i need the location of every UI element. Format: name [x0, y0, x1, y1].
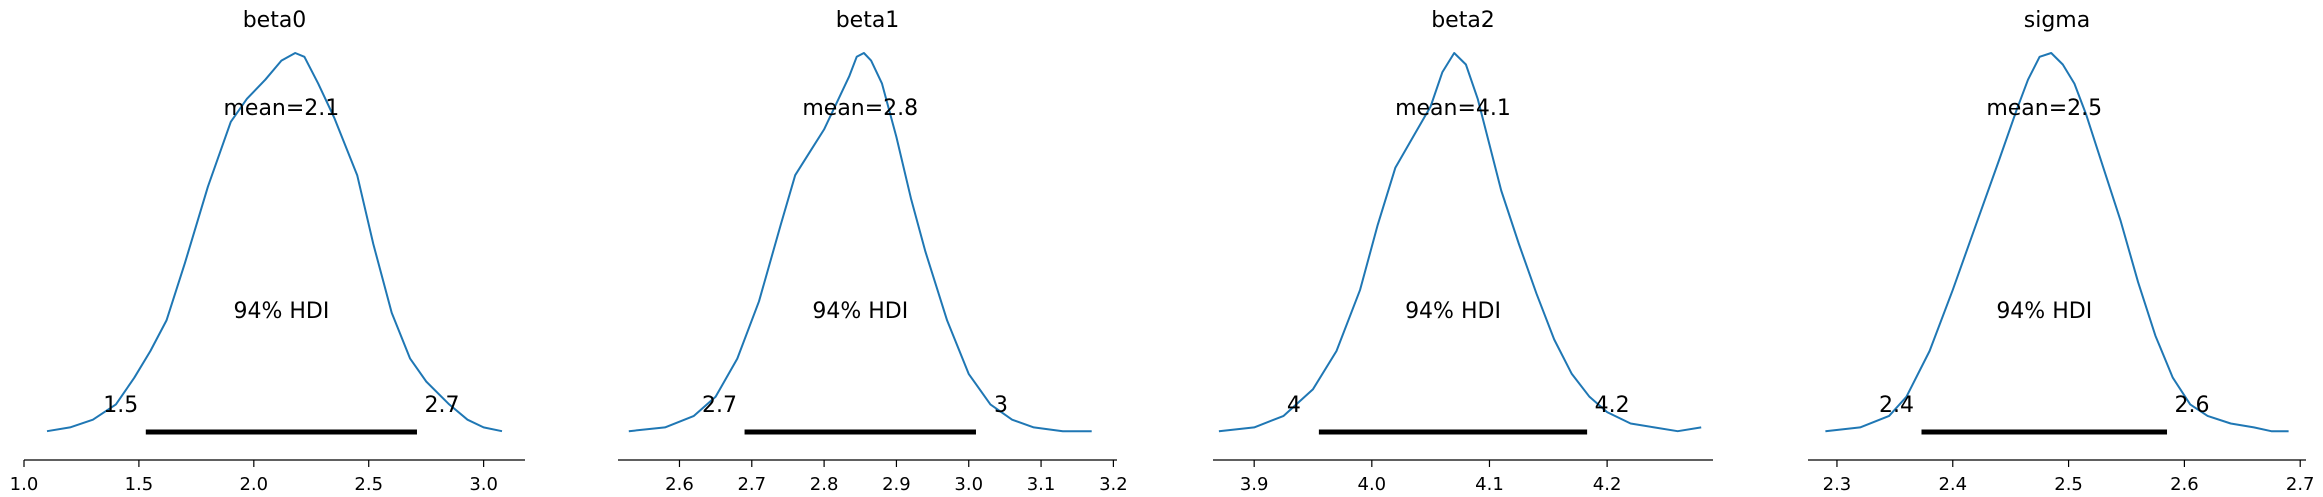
hdi-lower-label: 2.4 — [1879, 393, 1914, 418]
panel-sigma: sigma mean=2.5 94% HDI 2.4 2.6 2.3 2.4 2.5 2.6 2.… — [1808, 8, 2315, 495]
hdi-label: 94% HDI — [1996, 299, 2092, 324]
x-tick-label: 3.1 — [1027, 474, 1056, 495]
x-tick-label: 4.0 — [1358, 474, 1387, 495]
hdi-lower-label: 1.5 — [103, 393, 138, 418]
x-tick-label: 2.5 — [354, 474, 383, 495]
density-curve — [46, 52, 503, 433]
x-tick-label: 1.0 — [10, 474, 39, 495]
x-tick-label: 2.8 — [810, 474, 839, 495]
density-curve — [1218, 52, 1702, 433]
panel-beta1: beta1 mean=2.8 94% HDI 2.7 3 2.6 2.7 2.8 2.9 3.0 3… — [618, 8, 1128, 495]
x-tick-label: 2.9 — [882, 474, 911, 495]
hdi-label: 94% HDI — [233, 299, 329, 324]
panel-title: sigma — [2024, 8, 2090, 33]
mean-label: mean=2.5 — [1986, 96, 2102, 121]
density-curve — [628, 52, 1092, 433]
hdi-upper-label: 3 — [994, 393, 1008, 418]
density-curve — [1825, 52, 2289, 433]
panel-title: beta1 — [836, 8, 900, 33]
panel-beta0: beta0 mean=2.1 94% HDI 1.5 2.7 1.0 1.5 2.0 2.5 3.… — [10, 8, 525, 495]
mean-label: mean=2.1 — [223, 96, 339, 121]
x-tick-label: 2.3 — [1823, 474, 1852, 495]
hdi-label: 94% HDI — [1405, 299, 1501, 324]
hdi-upper-label: 4.2 — [1595, 393, 1630, 418]
hdi-upper-label: 2.6 — [2175, 393, 2210, 418]
hdi-lower-label: 4 — [1287, 393, 1301, 418]
panel-title: beta0 — [243, 8, 307, 33]
x-tick-label: 1.5 — [125, 474, 154, 495]
hdi-label: 94% HDI — [812, 299, 908, 324]
x-tick-label: 3.0 — [954, 474, 983, 495]
x-tick-label: 4.1 — [1475, 474, 1504, 495]
x-tick-label: 2.7 — [737, 474, 766, 495]
x-tick-label: 2.5 — [2054, 474, 2083, 495]
mean-label: mean=4.1 — [1395, 96, 1511, 121]
mean-label: mean=2.8 — [802, 96, 918, 121]
x-tick-label: 3.9 — [1240, 474, 1269, 495]
hdi-lower-label: 2.7 — [702, 393, 737, 418]
x-tick-label: 2.4 — [1938, 474, 1967, 495]
panel-beta2: beta2 mean=4.1 94% HDI 4 4.2 3.9 4.0 4.1 4.2 — [1213, 8, 1713, 495]
x-tick-label: 3.2 — [1099, 474, 1128, 495]
x-tick-label: 2.6 — [665, 474, 694, 495]
x-tick-label: 3.0 — [469, 474, 498, 495]
x-tick-label: 4.2 — [1593, 474, 1622, 495]
x-tick-label: 2.7 — [2286, 474, 2315, 495]
x-tick-label: 2.6 — [2170, 474, 2199, 495]
x-tick-label: 2.0 — [239, 474, 268, 495]
panel-title: beta2 — [1431, 8, 1495, 33]
hdi-upper-label: 2.7 — [424, 393, 459, 418]
